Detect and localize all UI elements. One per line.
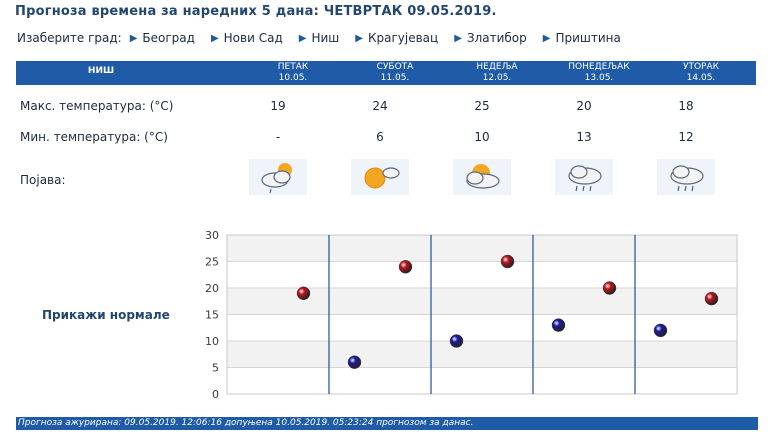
max-temp-value: 25 (474, 99, 490, 113)
min-temp-point (551, 318, 566, 332)
y-tick-label: 0 (212, 388, 219, 401)
min-temp-value: 13 (576, 130, 592, 144)
sun-small-cloud-icon (351, 159, 409, 195)
arrow-right-icon: ▶ (298, 32, 307, 44)
city-link-label: Крагујевац (367, 31, 439, 45)
max-temp-value: 24 (372, 99, 388, 113)
city-link-label: Златибор (466, 31, 527, 45)
day-date: 11.05. (380, 73, 410, 83)
city-link-label: Ниш (311, 31, 340, 45)
chart-band (227, 261, 737, 288)
max-temp-point (398, 260, 413, 274)
min-temp-value: 6 (376, 130, 384, 144)
city-link-novi-sad[interactable]: ▶ Нови Сад (211, 31, 283, 45)
day-name: ПОНЕДЕЉАК (568, 62, 630, 72)
city-link-label: Нови Сад (223, 31, 283, 45)
day-name: СУБОТА (376, 62, 414, 72)
day-header: СУБОТА 11.05. (345, 62, 445, 84)
show-normals-link[interactable]: Прикажи нормале (42, 308, 170, 322)
chart-band (227, 235, 737, 262)
city-link-kragujevac[interactable]: ▶ Крагујевац (355, 31, 438, 45)
arrow-right-icon: ▶ (542, 32, 551, 44)
min-temp-point (347, 355, 362, 369)
y-tick-label: 10 (205, 335, 219, 348)
max-temp-point (704, 291, 719, 306)
max-temp-value: 19 (270, 99, 286, 113)
day-header: УТОРАК 14.05. (651, 62, 751, 84)
day-date: 12.05. (482, 73, 512, 83)
min-temp-label: Мин. температура: (°C) (20, 130, 168, 144)
city-link-label: Приштина (555, 31, 621, 45)
day-header: ПЕТАК 10.05. (243, 62, 343, 84)
sun-behind-cloud-icon (453, 159, 511, 195)
selected-city-name: НИШ (87, 66, 115, 76)
chart-band (227, 314, 737, 341)
chart-band (227, 288, 737, 315)
phenomena-label: Појава: (20, 173, 66, 187)
max-temp-value: 20 (576, 99, 592, 113)
day-name: НЕДЕЉА (476, 62, 518, 72)
city-selector-label: Изаберите град: (17, 31, 122, 45)
y-tick-label: 30 (205, 229, 219, 242)
max-temp-point (296, 286, 311, 300)
city-link-label: Београд (142, 31, 195, 45)
plot-frame (226, 234, 738, 395)
arrow-right-icon: ▶ (355, 32, 363, 44)
city-link-nis[interactable]: ▶ Ниш (299, 31, 340, 45)
city-link-pristina[interactable]: ▶ Приштина (543, 31, 621, 45)
arrow-right-icon: ▶ (210, 32, 219, 44)
day-header: НЕДЕЉА 12.05. (447, 62, 547, 84)
min-temp-value: 12 (678, 130, 694, 144)
forecast-header: НИШ ПЕТАК 10.05. СУБОТА 11.05. НЕДЕЉА 12.05… (16, 61, 756, 85)
max-temp-value: 18 (678, 99, 694, 113)
update-footer: Прогноза ажурирана: 09.05.2019. 12:06:16… (16, 417, 758, 430)
min-temp-point (449, 334, 464, 348)
city-link-zlatibor[interactable]: ▶ Златибор (454, 31, 527, 45)
max-temp-label: Макс. температура: (°C) (20, 99, 174, 113)
min-temp-point (653, 323, 668, 338)
cloud-rain-icon (555, 159, 613, 195)
max-temp-point (602, 281, 617, 295)
arrow-right-icon: ▶ (129, 32, 138, 44)
day-name: ПЕТАК (277, 62, 309, 72)
day-name: УТОРАК (682, 62, 720, 72)
chart-band (227, 341, 737, 368)
y-tick-label: 20 (205, 282, 219, 295)
min-temp-value: 10 (474, 130, 490, 144)
day-date: 13.05. (584, 73, 614, 83)
city-link-beograd[interactable]: ▶ Београд (130, 31, 195, 45)
day-date: 14.05. (686, 73, 716, 83)
max-temp-point (500, 254, 515, 269)
y-tick-label: 25 (205, 256, 219, 269)
min-temp-value: - (275, 130, 281, 144)
arrow-right-icon: ▶ (454, 32, 462, 44)
y-tick-label: 5 (212, 362, 219, 375)
city-selector: Изаберите град: ▶ Београд ▶ Нови Сад ▶ Ниш … (17, 31, 637, 45)
cloud-rain-icon (657, 159, 715, 195)
y-tick-label: 15 (205, 309, 219, 322)
day-date: 10.05. (278, 73, 308, 83)
day-header: ПОНЕДЕЉАК 13.05. (549, 62, 649, 84)
chart-band (227, 367, 737, 394)
sun-cloud-drizzle-icon (249, 159, 307, 195)
page-title: Прогноза времена за наредних 5 дана: ЧЕТ… (15, 4, 497, 19)
